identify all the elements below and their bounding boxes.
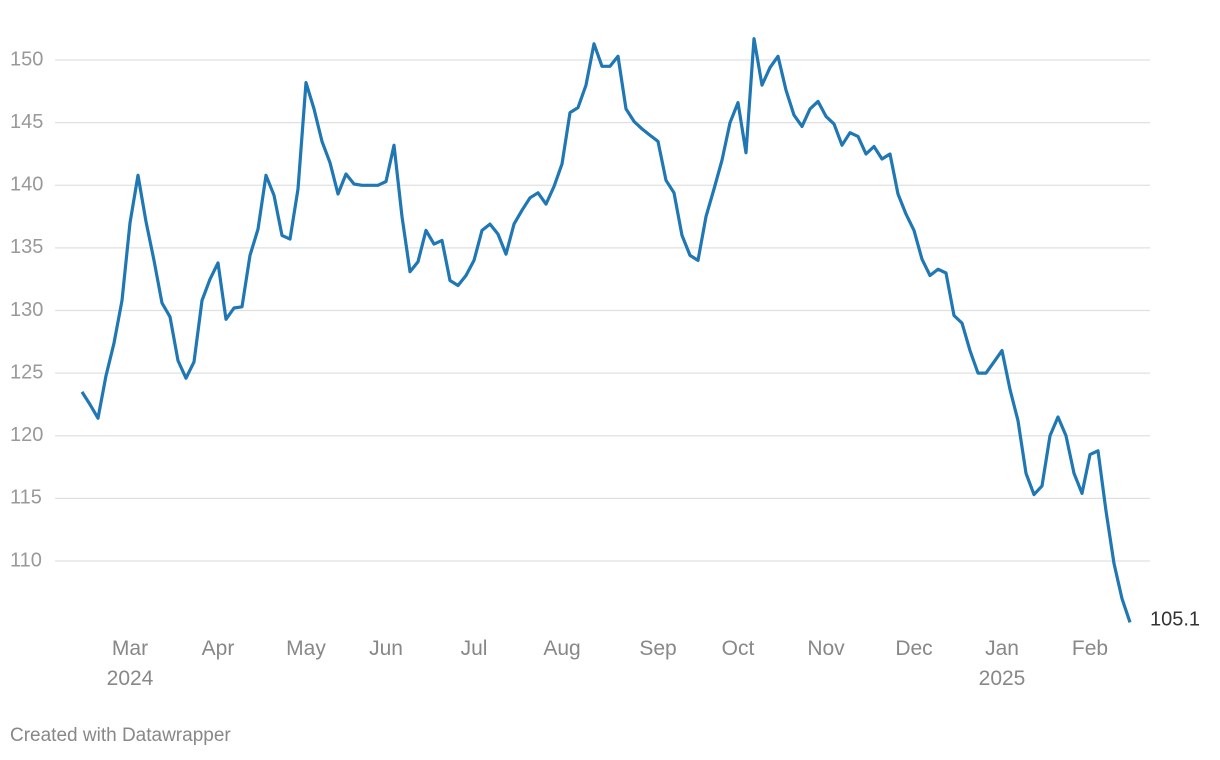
y-tick-label: 130 (10, 299, 43, 321)
y-tick-label: 145 (10, 111, 43, 133)
x-tick-label: Jan 2025 (978, 637, 1026, 690)
x-tick-label: Sep (639, 637, 677, 660)
y-tick-label: 115 (10, 487, 42, 509)
line (80, 37, 1132, 623)
x-tick-label: Apr (201, 637, 235, 660)
y-tick-label: 120 (10, 424, 43, 446)
value-label: 105.1 (1150, 609, 1200, 631)
y-tick-label: 150 (10, 48, 43, 70)
y-tick-label: 125 (10, 361, 43, 383)
x-tick-label: Feb (1071, 637, 1109, 660)
y-tick-label: 110 (10, 549, 42, 571)
y-tick-label: 135 (10, 236, 43, 258)
x-tick-label: Aug (543, 637, 581, 660)
x-tick-label: Nov (807, 637, 845, 660)
x-tick-label: Mar 2024 (106, 637, 154, 690)
y-tick-label: 140 (10, 174, 43, 196)
x-tick-label: May (286, 637, 326, 660)
x-tick-label: Jun (369, 637, 403, 660)
x-tick-label: Dec (895, 637, 933, 660)
credit: Created with Datawrapper (10, 725, 231, 746)
x-tick-label: Oct (721, 637, 755, 660)
x-tick-label: Jul (460, 637, 488, 660)
